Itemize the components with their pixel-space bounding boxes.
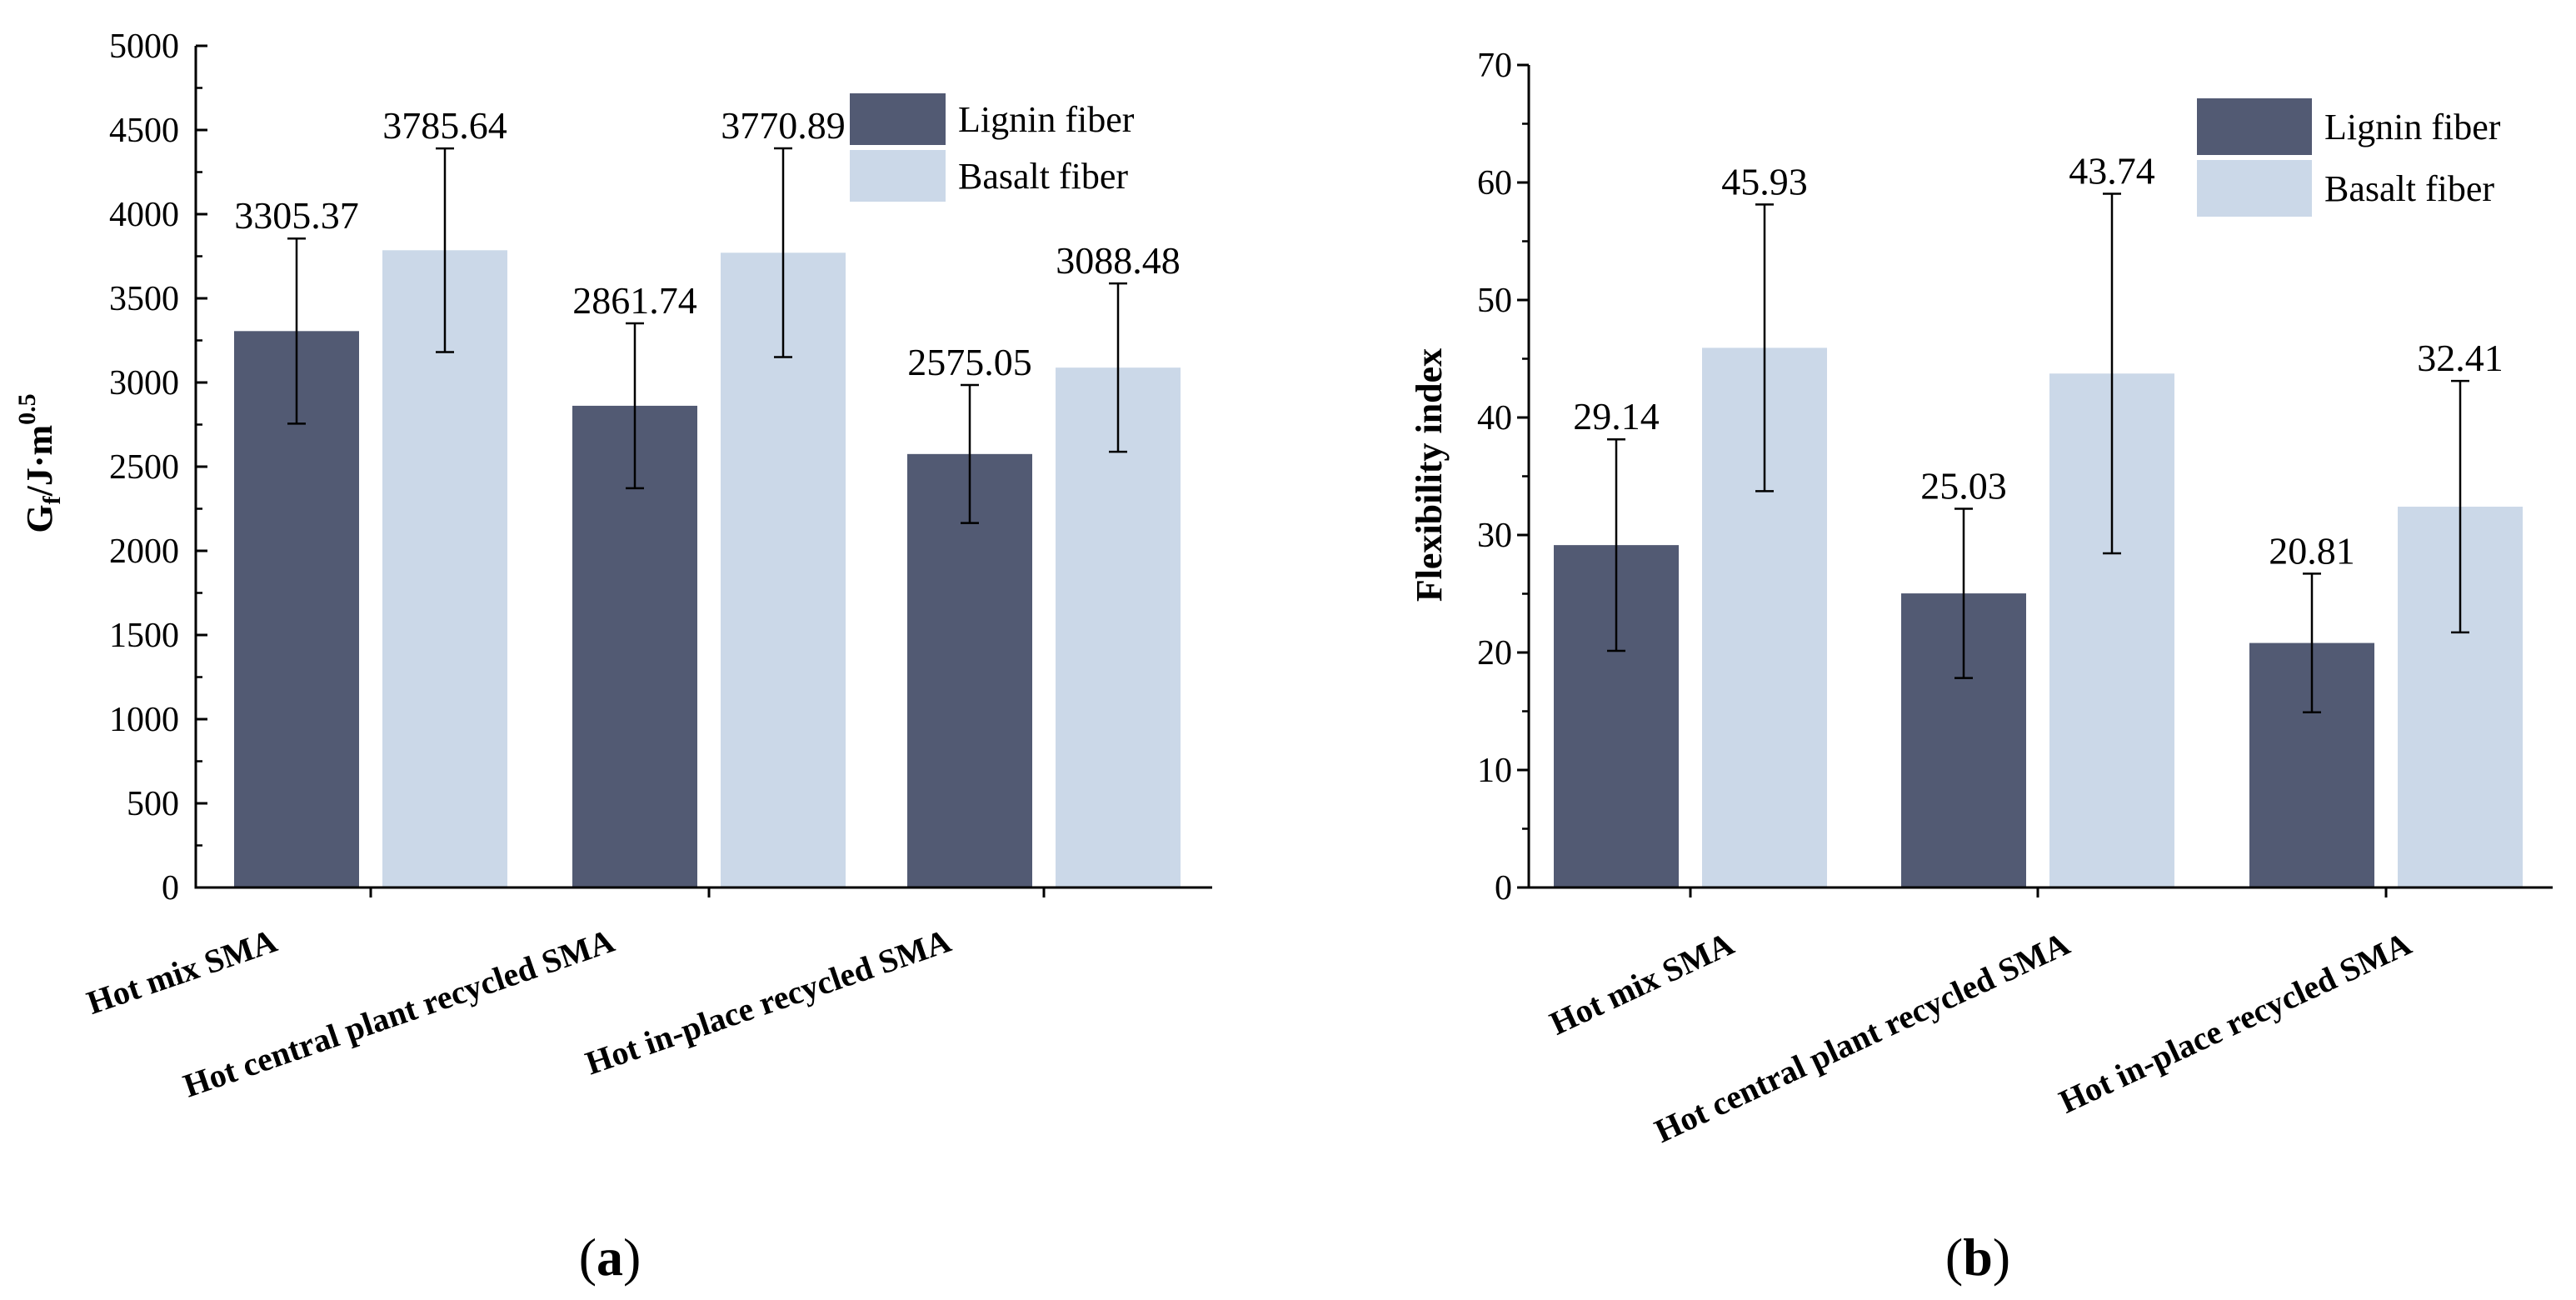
data-label: 25.03 xyxy=(1920,465,2007,508)
data-label: 29.14 xyxy=(1573,395,1660,438)
legend-swatch-lignin xyxy=(2197,98,2312,155)
y-tick-label: 60 xyxy=(1477,164,1512,202)
chart-a-y-label-main: G xyxy=(19,504,60,532)
data-label: 43.74 xyxy=(2069,150,2155,192)
chart-b-legend: Lignin fiber Basalt fiber xyxy=(2197,98,2501,217)
chart-b-bars xyxy=(1554,348,2523,888)
chart-a-bars xyxy=(234,250,1181,888)
data-label: 20.81 xyxy=(2269,529,2355,572)
chart-b-y-axis-label: Flexibility index xyxy=(1409,348,1450,602)
y-tick-label: 0 xyxy=(1495,869,1512,908)
legend-swatch-lignin xyxy=(850,93,946,145)
chart-a-y-label-sup: 0.5 xyxy=(13,393,41,425)
bar-basalt-0 xyxy=(382,250,507,888)
y-tick-label: 0 xyxy=(162,869,179,908)
category-label: Hot in-place recycled SMA xyxy=(2054,924,2417,1120)
y-tick-label: 2000 xyxy=(109,532,179,571)
chart-a-legend: Lignin fiber Basalt fiber xyxy=(850,93,1135,202)
y-tick-label: 70 xyxy=(1477,47,1512,85)
legend-label-lignin: Lignin fiber xyxy=(958,99,1135,140)
chart-a-panel-letter: a xyxy=(597,1228,623,1287)
y-tick-label: 2500 xyxy=(109,448,179,487)
y-tick-label: 4500 xyxy=(109,112,179,150)
y-tick-label: 3000 xyxy=(109,364,179,402)
data-label: 3088.48 xyxy=(1056,239,1181,282)
chart-b-error-bars xyxy=(1607,192,2469,714)
chart-a-y-label-sub: f xyxy=(38,495,66,504)
legend-label-lignin: Lignin fiber xyxy=(2324,107,2501,148)
data-label: 3785.64 xyxy=(382,104,507,147)
y-tick-label: 4000 xyxy=(109,196,179,234)
y-tick-label: 10 xyxy=(1477,752,1512,790)
category-label: Hot mix SMA xyxy=(1544,924,1740,1042)
chart-a-data-labels: 3305.37 2861.74 2575.05 3785.64 3770.89 3088.… xyxy=(234,104,1181,383)
y-tick-label: 3500 xyxy=(109,280,179,318)
y-tick-label: 1000 xyxy=(109,701,179,739)
y-tick-label: 500 xyxy=(127,785,179,823)
y-tick-label: 5000 xyxy=(109,28,179,66)
bar-basalt-2 xyxy=(1056,368,1181,888)
y-tick-label: 40 xyxy=(1477,399,1512,438)
bar-basalt-1 xyxy=(721,252,846,888)
data-label: 32.41 xyxy=(2417,337,2504,379)
chart-a-error-bars xyxy=(287,147,1127,524)
data-label: 2575.05 xyxy=(907,341,1032,383)
chart-a-panel-label: (a) xyxy=(579,1228,642,1287)
chart-b-panel-label: (b) xyxy=(1945,1228,2010,1287)
chart-a-y-ticks: 0 500 1000 1500 2000 2500 3000 3500 4000 4500 5000 xyxy=(109,28,207,908)
y-tick-label: 20 xyxy=(1477,634,1512,672)
chart-b-panel-letter: b xyxy=(1963,1228,1993,1287)
y-tick-label: 1500 xyxy=(109,617,179,655)
data-label: 3305.37 xyxy=(234,194,359,237)
bar-lignin-2 xyxy=(907,453,1032,888)
legend-swatch-basalt xyxy=(850,150,946,202)
y-tick-label: 30 xyxy=(1477,517,1512,555)
y-tick-label: 50 xyxy=(1477,282,1512,320)
chart-b-y-ticks: 0 10 20 30 40 50 60 70 xyxy=(1477,47,1529,908)
data-label: 3770.89 xyxy=(721,104,846,147)
chart-b-data-labels: 29.14 25.03 20.81 45.93 43.74 32.41 xyxy=(1573,150,2504,572)
legend-swatch-basalt xyxy=(2197,160,2312,217)
chart-a-y-axis-label: Gf/J·m0.5 xyxy=(13,393,66,532)
data-label: 45.93 xyxy=(1721,160,1808,202)
legend-label-basalt: Basalt fiber xyxy=(958,156,1128,197)
legend-label-basalt: Basalt fiber xyxy=(2324,168,2494,209)
chart-a-y-label-rest: /J·m xyxy=(19,425,60,498)
data-label: 2861.74 xyxy=(572,279,697,322)
